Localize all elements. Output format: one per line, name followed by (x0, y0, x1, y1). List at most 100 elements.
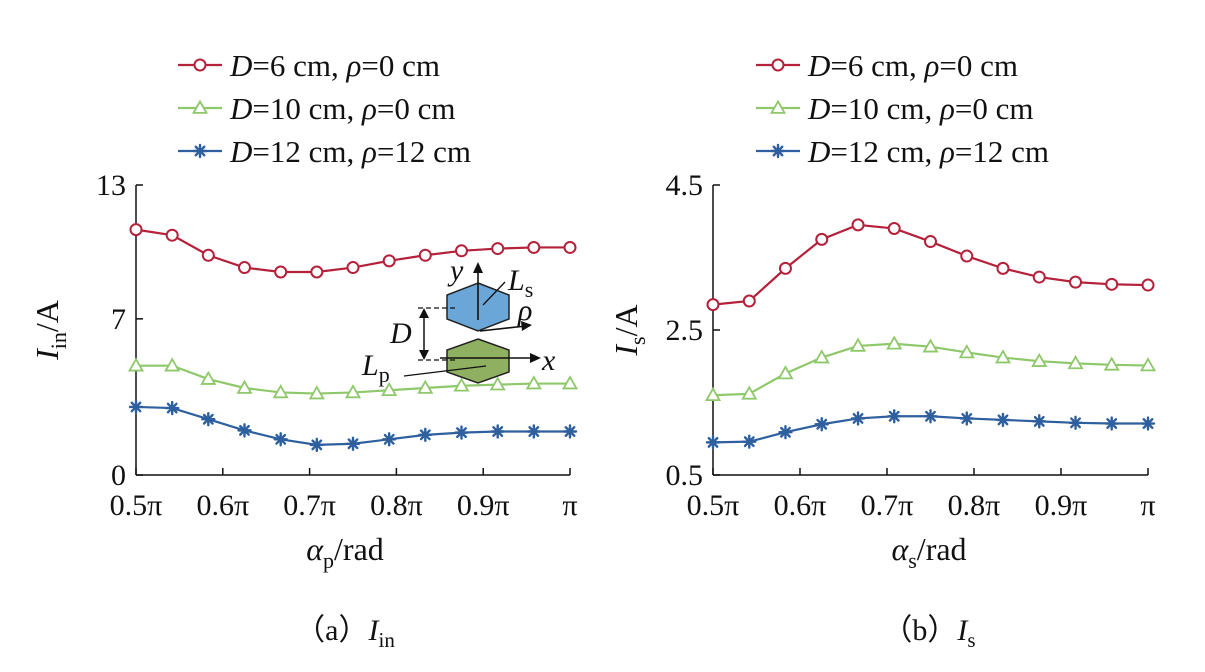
data-point (418, 427, 433, 443)
data-point (128, 399, 144, 415)
y-tick-label: 7 (111, 303, 126, 336)
data-point (851, 218, 865, 232)
legend-marker (769, 99, 787, 114)
data-point (272, 384, 289, 399)
data-point (1068, 415, 1083, 430)
x-axis-label: αp/rad (306, 531, 384, 573)
data-point (1105, 277, 1119, 291)
data-point (1069, 275, 1083, 289)
data-point (237, 423, 252, 438)
data-point (849, 337, 867, 352)
legend-marker (771, 58, 785, 72)
x-tick-label: 0.7π (283, 489, 336, 522)
x-arrowhead (530, 353, 541, 363)
series-1 (129, 223, 577, 279)
x-axis-label: αs/rad (891, 531, 966, 573)
lp-leader (403, 365, 487, 377)
data-point (960, 249, 974, 263)
x-tick-label: π (1140, 489, 1155, 522)
d-arrowhead-bottom (419, 350, 429, 360)
data-point (129, 223, 143, 237)
inset-d-label: D (389, 317, 412, 350)
data-point (526, 424, 542, 439)
data-point (850, 411, 866, 426)
data-point (561, 375, 579, 390)
data-point (274, 265, 288, 279)
data-point (742, 294, 756, 308)
data-point (704, 386, 722, 402)
legend-item: D=12 cm, ρ=12 cm (756, 134, 1049, 169)
legend-marker (770, 143, 786, 159)
data-point (924, 235, 937, 249)
y-arrowhead (473, 262, 483, 273)
data-point (418, 248, 432, 262)
data-point (1140, 416, 1156, 431)
legend-label: D=12 cm, ρ=12 cm (229, 134, 471, 169)
legend-item: D=10 cm, ρ=0 cm (756, 91, 1034, 126)
data-point (201, 412, 216, 427)
data-point (815, 232, 829, 246)
data-point (1067, 355, 1084, 370)
series-3 (705, 409, 1156, 450)
data-point (958, 344, 975, 359)
d-arrowhead-top (419, 308, 429, 318)
legend-label: D=6 cm, ρ=0 cm (229, 48, 440, 83)
x-tick-label: 0.6π (196, 489, 249, 522)
data-point (742, 434, 757, 449)
data-point (777, 365, 794, 380)
lower-coil (446, 338, 510, 384)
data-point (489, 376, 506, 391)
legend-item: D=6 cm, ρ=0 cm (178, 48, 440, 83)
y-tick-label: 0 (111, 459, 126, 492)
legend-label: D=12 cm, ρ=12 cm (807, 134, 1049, 169)
data-point (741, 385, 758, 400)
data-point (1103, 356, 1120, 371)
data-point (706, 298, 720, 312)
y-tick-label: 2.5 (666, 314, 704, 347)
legend-item: D=10 cm, ρ=0 cm (178, 91, 456, 126)
x-tick-label: 0.9π (1035, 489, 1088, 522)
data-point (525, 375, 542, 390)
inset-y-label: y (447, 254, 464, 287)
data-point (778, 425, 793, 440)
legend-label: D=10 cm, ρ=0 cm (807, 91, 1034, 126)
x-tick-label: 0.5π (687, 489, 740, 522)
data-point (1104, 416, 1119, 431)
data-point (994, 349, 1012, 364)
y-tick-label: 13 (96, 169, 126, 202)
data-point (200, 370, 217, 385)
x-tick-label: 0.6π (774, 489, 827, 522)
inset-lp-label: Lp (361, 349, 390, 387)
legend: D=6 cm, ρ=0 cm D=10 cm, ρ=0 cm D=12 cm, ρ=… (756, 48, 1049, 169)
data-point (381, 432, 397, 447)
data-point (273, 432, 288, 447)
data-point (165, 228, 179, 242)
data-point (705, 435, 721, 450)
inset-rho-label: ρ (517, 294, 532, 327)
y-tick-label: 4.5 (666, 169, 704, 202)
data-point (1141, 278, 1155, 292)
data-point (164, 400, 180, 416)
data-point (345, 436, 361, 451)
data-point (344, 384, 362, 399)
data-point (455, 244, 468, 258)
data-point (453, 377, 470, 392)
series-3 (128, 399, 578, 453)
data-point (1031, 352, 1048, 367)
inset-ls-label: Ls (507, 264, 533, 302)
legend-item: D=12 cm, ρ=12 cm (178, 134, 471, 169)
data-point (236, 379, 253, 394)
legend: D=6 cm, ρ=0 cm D=10 cm, ρ=0 cm D=12 cm, ρ=… (178, 48, 471, 169)
legend-marker (191, 99, 209, 114)
series-2 (704, 335, 1157, 402)
x-tick-label: 0.7π (861, 489, 914, 522)
data-point (454, 425, 469, 440)
data-point (309, 437, 325, 453)
data-point (1032, 270, 1046, 284)
data-point (923, 409, 938, 424)
data-point (887, 409, 902, 424)
legend-marker (192, 143, 208, 159)
data-point (1139, 357, 1157, 372)
